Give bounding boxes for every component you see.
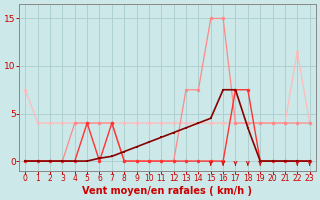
X-axis label: Vent moyen/en rafales ( km/h ): Vent moyen/en rafales ( km/h ) — [83, 186, 252, 196]
